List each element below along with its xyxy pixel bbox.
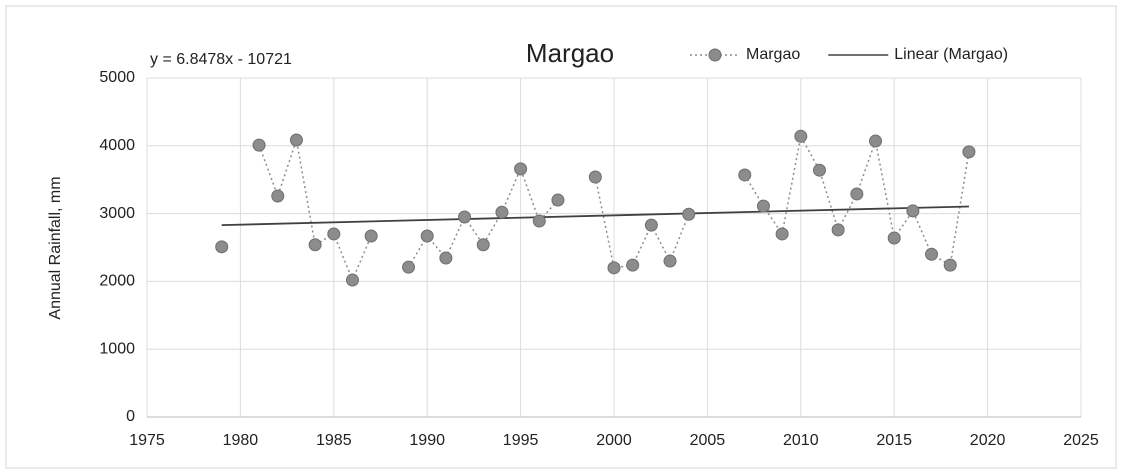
data-point (345, 273, 359, 287)
data-point (775, 227, 789, 241)
x-tick-label: 1990 (409, 432, 445, 449)
y-tick-label: 0 (126, 408, 135, 425)
x-tick-label: 2025 (1063, 432, 1099, 449)
data-point (439, 251, 453, 265)
y-tick-label: 5000 (99, 69, 135, 86)
data-point (756, 199, 770, 213)
data-point (532, 214, 546, 228)
x-tick-label: 2000 (596, 432, 632, 449)
data-point (327, 227, 341, 241)
data-point (495, 205, 509, 219)
data-point (869, 134, 883, 148)
data-point (252, 138, 266, 152)
data-point (887, 231, 901, 245)
data-point (607, 261, 621, 275)
legend-marker (708, 48, 722, 62)
data-point (402, 260, 416, 274)
data-point (831, 223, 845, 237)
data-point (551, 193, 565, 207)
equation: y = 6.8478x - 10721 (150, 51, 292, 68)
x-tick-label: 2020 (970, 432, 1006, 449)
data-point (812, 163, 826, 177)
data-point (626, 258, 640, 272)
chart-frame (5, 5, 1117, 469)
x-tick-label: 2010 (783, 432, 819, 449)
data-point (476, 238, 490, 252)
x-tick-label: 1995 (503, 432, 539, 449)
data-point (943, 258, 957, 272)
y-tick-label: 2000 (99, 273, 135, 290)
x-tick-label: 1985 (316, 432, 352, 449)
data-point (308, 238, 322, 252)
x-tick-label: 2005 (690, 432, 726, 449)
data-point (644, 218, 658, 232)
chart-title: Margao (526, 38, 614, 68)
data-point (215, 240, 229, 254)
x-tick-label: 1975 (129, 432, 165, 449)
y-tick-label: 4000 (99, 137, 135, 154)
y-tick-label: 1000 (99, 340, 135, 357)
data-point (364, 229, 378, 243)
data-point (289, 133, 303, 147)
data-point (682, 207, 696, 221)
data-point (588, 170, 602, 184)
data-point (794, 129, 808, 143)
x-tick-label: 1980 (223, 432, 259, 449)
data-point (420, 229, 434, 243)
data-point (271, 189, 285, 203)
legend-label: Linear (Margao) (894, 46, 1008, 63)
data-point (738, 168, 752, 182)
x-tick-label: 2015 (876, 432, 912, 449)
data-point (663, 254, 677, 268)
legend-label: Margao (746, 46, 800, 63)
data-point (962, 145, 976, 159)
data-point (925, 247, 939, 261)
data-point (906, 204, 920, 218)
data-point (514, 162, 528, 176)
data-point (458, 210, 472, 224)
data-point (850, 187, 864, 201)
y-tick-label: 3000 (99, 205, 135, 222)
series-line (221, 205, 969, 227)
y-axis-label: Annual Rainfall, mm (47, 176, 64, 319)
